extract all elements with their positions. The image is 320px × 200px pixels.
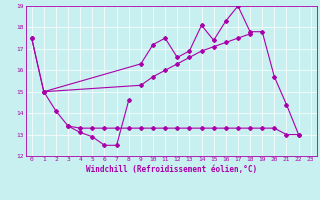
X-axis label: Windchill (Refroidissement éolien,°C): Windchill (Refroidissement éolien,°C) (86, 165, 257, 174)
